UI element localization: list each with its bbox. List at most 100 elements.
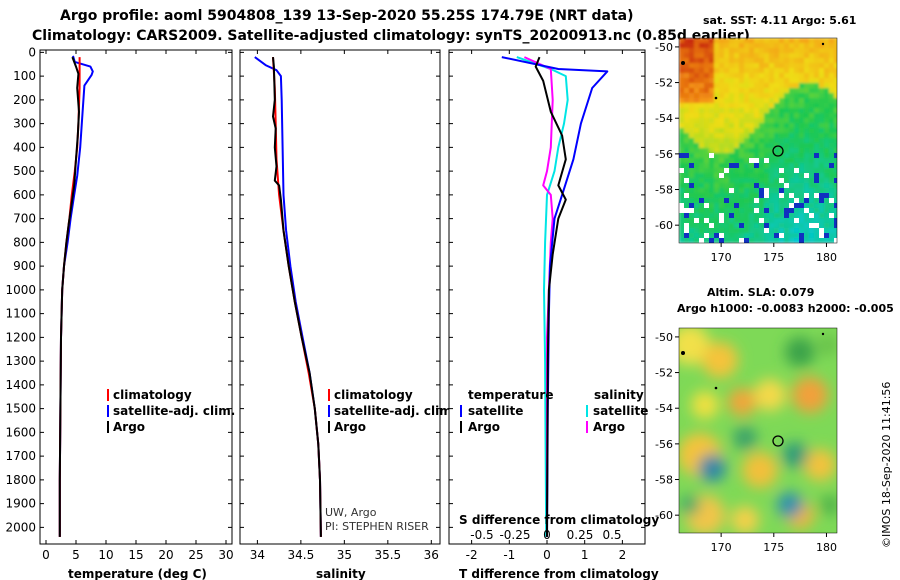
sst-cell xyxy=(804,158,809,163)
sst-cell xyxy=(749,188,754,193)
sst-cell xyxy=(769,118,774,123)
sst-cell xyxy=(809,88,814,93)
depth-tick-label: 1800 xyxy=(5,473,36,487)
sst-cell xyxy=(724,98,729,103)
sst-cell xyxy=(749,38,754,43)
sst-cell xyxy=(829,133,834,138)
sst-cell xyxy=(739,188,744,193)
sst-cell xyxy=(744,48,749,53)
sst-cell xyxy=(744,158,749,163)
sst-cell xyxy=(714,188,719,193)
sst-cell xyxy=(689,78,694,83)
sst-cell xyxy=(764,78,769,83)
sst-cell xyxy=(744,188,749,193)
cloud-pixel xyxy=(789,193,794,198)
sst-cell xyxy=(689,213,694,218)
sst-cell xyxy=(719,158,724,163)
sst-cell xyxy=(799,48,804,53)
sst-cell xyxy=(774,53,779,58)
sst-cell xyxy=(709,203,714,208)
salinity-axes-frame xyxy=(239,49,441,545)
depth-tick-label: 1400 xyxy=(5,378,36,392)
legend-climatology-label: climatology xyxy=(334,388,413,402)
sst-cell xyxy=(719,98,724,103)
x-tick-label: 34 xyxy=(250,548,265,562)
sst-cell xyxy=(804,113,809,118)
sst-cell xyxy=(769,113,774,118)
sst-cell xyxy=(734,198,739,203)
sst-cell xyxy=(819,203,824,208)
x-tick-label: 15 xyxy=(128,548,143,562)
sst-cell xyxy=(774,198,779,203)
sla-anomaly-blob xyxy=(702,342,738,378)
sst-cell xyxy=(739,198,744,203)
sst-cell xyxy=(679,193,684,198)
coastline-dot xyxy=(714,96,718,100)
sst-cell xyxy=(754,73,759,78)
sst-cell xyxy=(709,133,714,138)
sst-cell xyxy=(719,223,724,228)
sst-cell xyxy=(799,58,804,63)
sst-cell xyxy=(754,93,759,98)
sst-cell xyxy=(779,98,784,103)
temperature-legend: climatology satellite-adj. clim. Argo xyxy=(107,388,235,434)
cloud-pixel xyxy=(684,193,689,198)
sst-cell xyxy=(819,93,824,98)
sst-cell xyxy=(809,43,814,48)
sst-cell xyxy=(704,133,709,138)
sst-cell xyxy=(759,113,764,118)
sst-cell xyxy=(729,138,734,143)
sst-cell xyxy=(694,48,699,53)
sst-cell xyxy=(784,158,789,163)
sst-cell xyxy=(789,223,794,228)
sst-cell xyxy=(769,73,774,78)
argo-position-marker xyxy=(772,145,784,157)
sst-cell xyxy=(759,38,764,43)
sst-cell xyxy=(809,183,814,188)
sst-cell xyxy=(764,113,769,118)
sst-cell xyxy=(694,78,699,83)
series-line-salinity-satellite xyxy=(516,56,569,537)
sst-cell xyxy=(764,238,769,243)
sst-cell xyxy=(739,43,744,48)
sst-cell xyxy=(769,63,774,68)
depth-tick-label: 2000 xyxy=(5,520,36,534)
x-tick-label: 36 xyxy=(424,548,439,562)
cloud-pixel xyxy=(784,213,789,218)
sst-cell xyxy=(749,73,754,78)
sst-cell xyxy=(759,173,764,178)
sst-cell xyxy=(764,153,769,158)
sst-cell xyxy=(779,43,784,48)
sst-cell xyxy=(799,188,804,193)
sst-cell xyxy=(704,53,709,58)
sst-cell xyxy=(749,168,754,173)
sst-cell xyxy=(819,73,824,78)
sst-cell xyxy=(769,108,774,113)
sst-cell xyxy=(719,228,724,233)
sst-cell xyxy=(819,68,824,73)
sst-cell xyxy=(779,88,784,93)
sst-cell xyxy=(739,228,744,233)
sst-cell xyxy=(794,63,799,68)
sst-cell xyxy=(789,198,794,203)
sst-cell xyxy=(694,128,699,133)
sst-cell xyxy=(774,238,779,243)
sst-cell xyxy=(714,118,719,123)
sst-cell xyxy=(714,168,719,173)
sst-cell xyxy=(774,68,779,73)
sst-cell xyxy=(719,138,724,143)
lat-tick-label: -54 xyxy=(655,402,673,415)
sst-cell xyxy=(739,138,744,143)
sst-cell xyxy=(779,163,784,168)
sst-cell xyxy=(779,138,784,143)
sst-cell xyxy=(724,203,729,208)
sst-cell xyxy=(809,113,814,118)
sst-cell xyxy=(834,38,837,43)
sst-cell xyxy=(684,163,689,168)
sst-cell xyxy=(804,228,809,233)
sst-cell xyxy=(704,128,709,133)
sst-cell xyxy=(794,118,799,123)
sst-cell xyxy=(689,148,694,153)
sst-cell xyxy=(829,98,834,103)
sst-cell xyxy=(834,123,837,128)
